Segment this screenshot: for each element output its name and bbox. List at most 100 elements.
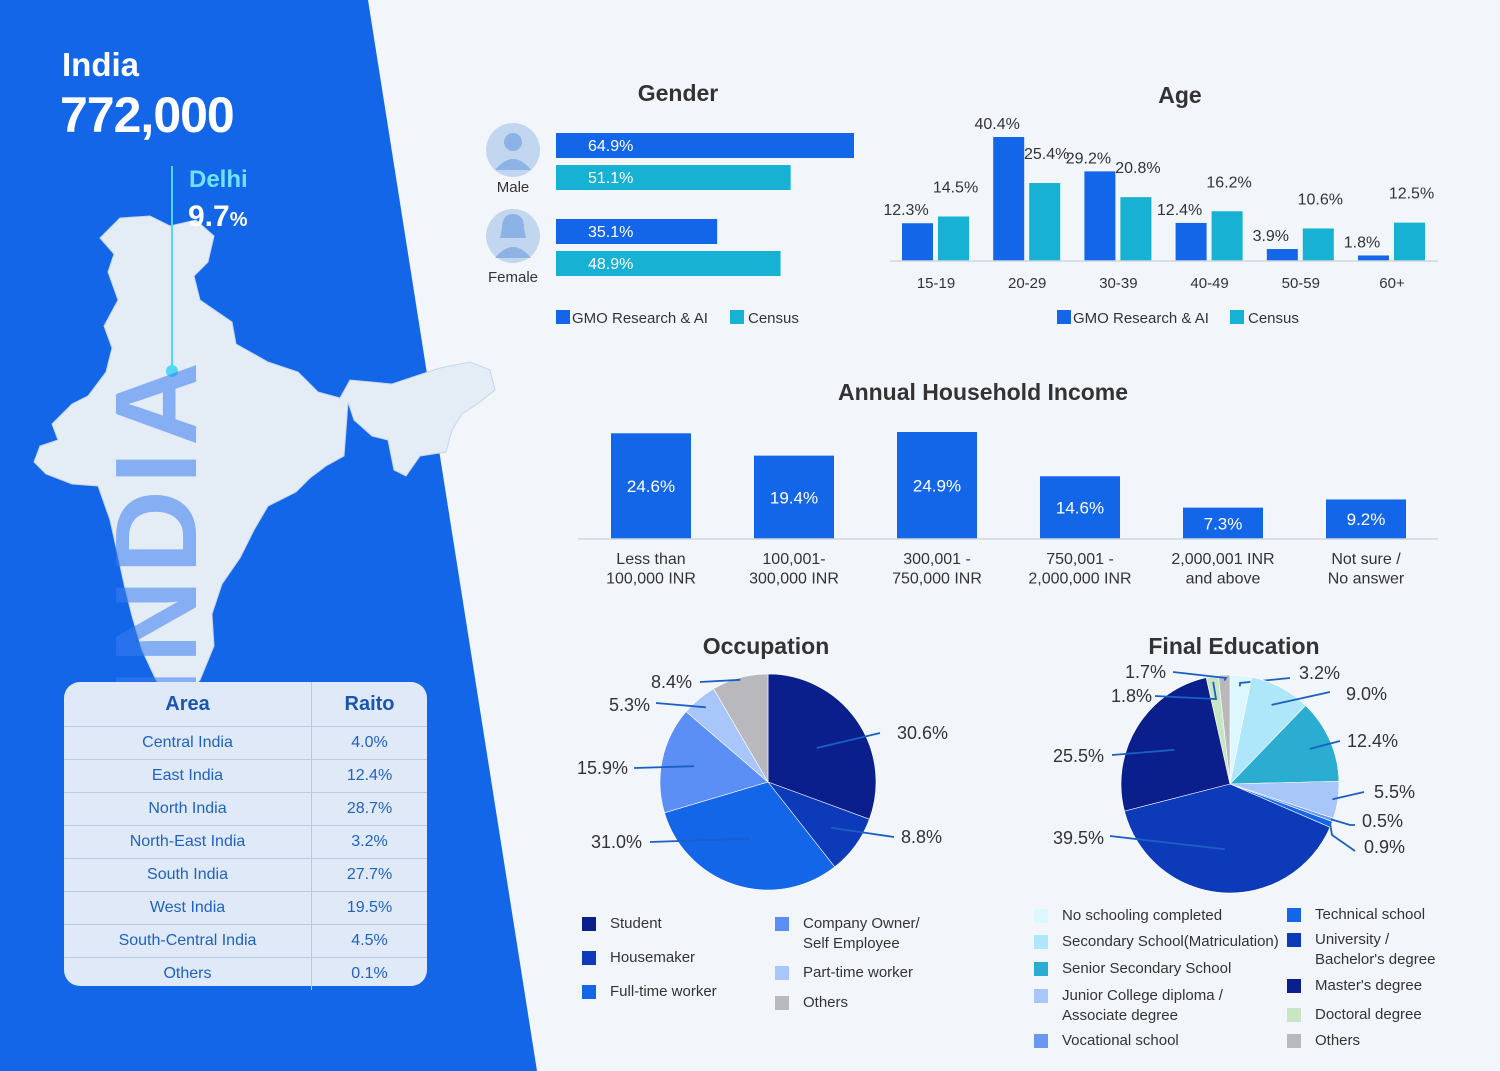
legend-label: Associate degree [1062, 1007, 1178, 1024]
education-pie-label-leader-line [1332, 791, 1365, 801]
age-bar-label: 29.2% [1066, 150, 1111, 167]
legend-label-gmo: GMO Research & AI [1073, 310, 1209, 327]
gender-bar-label: 35.1% [588, 224, 633, 241]
occupation-pie-label: 15.9% [577, 758, 628, 778]
legend-label: Others [1315, 1032, 1361, 1049]
legend-swatch [582, 917, 596, 931]
income-tick-label: 300,001 - [903, 551, 971, 568]
gender-bar [556, 133, 854, 158]
education-pie-slice [1229, 705, 1340, 785]
education-pie-label-leader-line [1309, 740, 1341, 750]
age-tick-label: 20-29 [1008, 275, 1046, 292]
income-tick-label: No answer [1328, 571, 1405, 588]
legend-swatch [582, 951, 596, 965]
area-ratio-cell: 0.1% [311, 957, 427, 990]
age-bar-label: 1.8% [1344, 234, 1380, 251]
education-pie-label-leader-line [1330, 818, 1355, 826]
legend-label: Company Owner/ [803, 915, 920, 932]
legend-swatch [1287, 1008, 1301, 1022]
legend-label: University / [1315, 931, 1390, 948]
legend-label: Full-time worker [610, 983, 717, 1000]
table-row: Others 0.1% [64, 957, 427, 990]
legend-label: Secondary School(Matriculation) [1062, 933, 1279, 950]
legend-swatch [1287, 908, 1301, 922]
education-pie-label: 3.2% [1299, 663, 1340, 683]
city-percent-value: 9.7 [188, 200, 230, 233]
male-avatar-icon [486, 123, 540, 177]
education-pie-label: 12.4% [1347, 731, 1398, 751]
age-tick-label: 30-39 [1099, 275, 1137, 292]
area-ratio-cell: 4.5% [311, 924, 427, 958]
area-ratio-cell: 27.7% [311, 858, 427, 892]
education-pie-slice [1124, 783, 1331, 894]
education-legend-item: Technical school [1287, 905, 1425, 925]
occupation-pie-label-leader-line [830, 826, 895, 838]
education-legend-item: Doctoral degree [1287, 1005, 1422, 1025]
education-pie-label-leader-line [1109, 835, 1225, 851]
education-legend-item: No schooling completed [1034, 906, 1222, 926]
area-name-cell: West India [64, 891, 312, 925]
age-bar-label: 3.9% [1253, 228, 1289, 245]
age-bar [1266, 249, 1298, 261]
education-pie-slice [1218, 674, 1231, 785]
gender-bar-label: 48.9% [588, 256, 633, 273]
occupation-pie-label-leader-line [633, 765, 695, 769]
income-bar [1040, 476, 1120, 539]
gender-bar [556, 219, 718, 244]
legend-label: Housemaker [610, 949, 696, 966]
education-pie-label: 39.5% [1053, 828, 1104, 848]
area-ratio-cell: 3.2% [311, 825, 427, 859]
income-tick-label: 300,000 INR [749, 571, 839, 588]
gender-chart: Male Female 64.9% 51.1% 35.1% 48.9% GMO Res… [486, 123, 854, 327]
legend-label: Junior College diploma / [1062, 987, 1223, 1004]
table-row: West India 19.5% [64, 891, 427, 925]
legend-swatch [775, 917, 789, 931]
legend-label: Student [610, 915, 662, 932]
legend-swatch [1287, 979, 1301, 993]
education-pie-label: 9.0% [1346, 684, 1387, 704]
table-row: Central India 4.0% [64, 726, 427, 760]
area-name-cell: North-East India [64, 825, 312, 859]
income-tick-label: and above [1186, 571, 1261, 588]
education-legend-item: Others [1287, 1031, 1360, 1051]
total-respondents: 772,000 [60, 87, 235, 143]
india-map [33, 215, 496, 707]
legend-swatch [775, 966, 789, 980]
education-pie-label: 0.9% [1364, 837, 1405, 857]
age-tick-label: 60+ [1379, 275, 1405, 292]
income-bar [611, 433, 691, 539]
education-pie-label-leader-line [1154, 681, 1218, 700]
legend-label: Doctoral degree [1315, 1006, 1422, 1023]
legend-swatch-gmo [1057, 310, 1071, 324]
legend-swatch [1034, 962, 1048, 976]
legend-label: Self Employee [803, 935, 900, 952]
legend-label: Vocational school [1062, 1032, 1179, 1049]
income-tick-label: 100,000 INR [606, 571, 696, 588]
age-chart-title: Age [1158, 82, 1202, 108]
legend-label-census: Census [748, 310, 799, 327]
gender-bar-label: 64.9% [588, 138, 633, 155]
income-tick-label: 750,001 - [1046, 551, 1114, 568]
area-column-header: Area [165, 692, 210, 715]
legend-label: Senior Secondary School [1062, 960, 1232, 977]
income-bar [897, 432, 977, 539]
area-ratio-cell: 19.5% [311, 891, 427, 925]
occupation-pie-label: 30.6% [897, 723, 948, 743]
age-bar [1358, 255, 1389, 261]
legend-swatch [1034, 1034, 1048, 1048]
age-tick-label: 15-19 [917, 275, 955, 292]
area-ratio-cell: 4.0% [311, 726, 427, 760]
legend-swatch [775, 996, 789, 1010]
occupation-pie-label: 8.8% [901, 827, 942, 847]
occupation-pie-label-leader-line [655, 702, 706, 709]
area-name-cell: East India [64, 759, 312, 793]
education-pie-label-leader-line [1172, 671, 1228, 682]
age-bar-label: 12.5% [1389, 186, 1434, 203]
area-ratio-cell: 28.7% [311, 792, 427, 826]
male-label: Male [497, 179, 530, 196]
education-pie-label: 1.8% [1111, 686, 1152, 706]
occupation-pie-label-leader-line [699, 678, 741, 683]
education-pie-label-leader-line [1329, 823, 1356, 852]
education-chart-title: Final Education [1148, 633, 1320, 659]
area-name-cell: South India [64, 858, 312, 892]
